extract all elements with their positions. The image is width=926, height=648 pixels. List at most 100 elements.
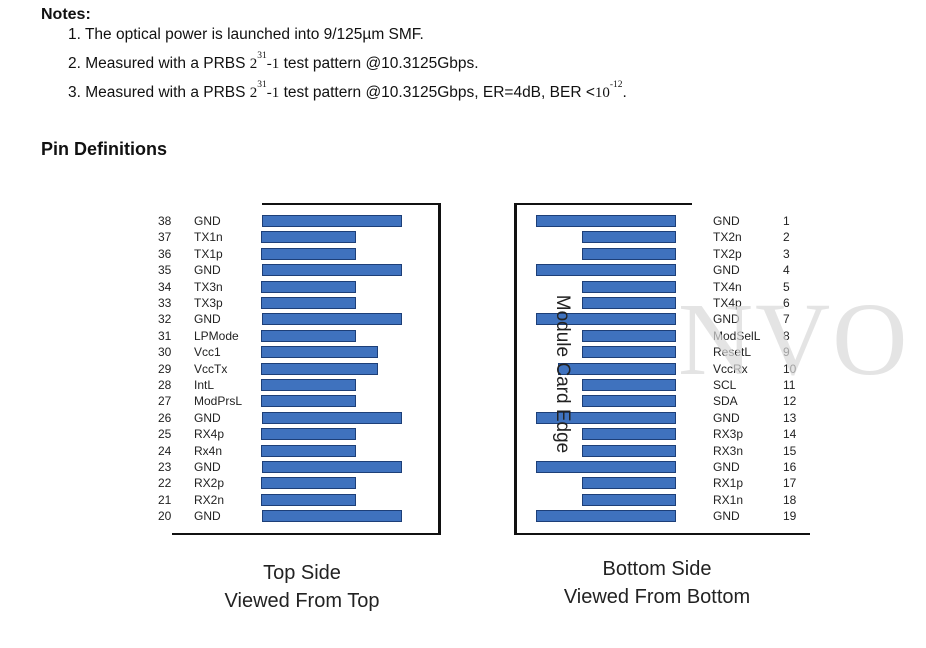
top-pin-row: 26 GND bbox=[122, 410, 442, 426]
pin-number: 28 bbox=[158, 378, 172, 392]
note-2-text-a: 2. Measured with a PRBS bbox=[68, 55, 250, 72]
pin-number: 6 bbox=[783, 296, 790, 310]
pin-name: Vcc1 bbox=[194, 345, 221, 360]
pin-name: RX3p bbox=[713, 427, 744, 442]
top-side-caption-line1: Top Side bbox=[263, 562, 341, 584]
pin-name: ModPrsL bbox=[194, 394, 243, 409]
pin-pad bbox=[261, 379, 356, 391]
bottom-pin-row: RX3n 15 bbox=[122, 443, 822, 459]
pin-pad bbox=[582, 395, 676, 408]
pin-number: 16 bbox=[783, 460, 797, 474]
pin-number: 20 bbox=[158, 509, 172, 524]
pin-pad bbox=[262, 264, 402, 277]
pin-number: 4 bbox=[783, 263, 790, 278]
pin-pad bbox=[536, 313, 676, 326]
pin-pad bbox=[582, 444, 676, 457]
pin-name: GND bbox=[713, 460, 740, 474]
note-3: 3. Measured with a PRBS 231-1 test patte… bbox=[68, 80, 627, 102]
pin-pad bbox=[582, 477, 676, 490]
bottom-pin-row: TX2n 2 bbox=[122, 229, 822, 245]
note-3-exponent: 31 bbox=[257, 80, 267, 90]
pin-name: SCL bbox=[713, 378, 737, 392]
top-side-caption: Top Side Viewed From Top bbox=[212, 559, 392, 615]
pin-name: GND bbox=[194, 214, 221, 228]
note-2-base: 2 bbox=[249, 56, 258, 72]
pin-pad bbox=[536, 264, 676, 277]
top-pin-row: 30 Vcc1 bbox=[122, 344, 442, 360]
pin-name: LPMode bbox=[194, 328, 239, 343]
pin-name: TX2n bbox=[713, 230, 742, 245]
bottom-side-caption-line2: Viewed From Bottom bbox=[563, 586, 751, 608]
pin-pad bbox=[261, 329, 356, 342]
top-pin-row: 21 RX2n bbox=[122, 492, 442, 508]
pin-name: RX2n bbox=[194, 492, 225, 507]
pin-name: SDA bbox=[713, 394, 738, 409]
note-3-text-c: test pattern @10.3125Gbps, ER=4dB, BER < bbox=[279, 84, 595, 101]
pin-name: GND bbox=[713, 509, 740, 524]
pin-diagram: 38 GND 37 TX1n 36 TX1p 35 GND 34 TX3n 33 TX3p 32 GND 3… bbox=[122, 193, 832, 613]
bottom-pin-row: GND 19 bbox=[122, 508, 822, 524]
pin-number: 32 bbox=[158, 312, 172, 327]
pin-number: 24 bbox=[158, 443, 172, 458]
pin-pad bbox=[262, 411, 402, 424]
pin-pad bbox=[582, 493, 676, 506]
pin-number: 26 bbox=[158, 410, 172, 425]
pin-pad bbox=[536, 411, 676, 424]
bottom-side-frame-top bbox=[514, 203, 692, 205]
bottom-pin-row: TX4p 6 bbox=[122, 295, 822, 311]
pin-pad bbox=[261, 280, 356, 293]
pin-pad bbox=[536, 215, 676, 227]
bottom-side-frame-left bbox=[514, 203, 517, 535]
pin-name: TX4p bbox=[713, 296, 742, 310]
pin-number: 2 bbox=[783, 230, 790, 245]
section-title: Pin Definitions bbox=[41, 139, 167, 159]
pin-pad bbox=[582, 247, 676, 260]
pin-pad bbox=[262, 215, 402, 227]
pin-pad bbox=[582, 280, 676, 293]
top-pin-row: 23 GND bbox=[122, 459, 442, 475]
bottom-pin-row: GND 4 bbox=[122, 262, 822, 278]
pin-name: GND bbox=[194, 263, 221, 278]
pin-name: VccTx bbox=[194, 361, 228, 376]
pin-number: 15 bbox=[783, 443, 797, 458]
pin-name: RX1p bbox=[713, 476, 744, 491]
bottom-pin-row: RX3p 14 bbox=[122, 426, 822, 442]
pin-pad bbox=[582, 428, 676, 441]
pin-name: RX1n bbox=[713, 492, 744, 507]
pin-pad bbox=[262, 461, 402, 473]
bottom-pin-row: RX1n 18 bbox=[122, 492, 822, 508]
pin-number: 13 bbox=[783, 410, 797, 425]
pin-pad bbox=[536, 461, 676, 473]
pin-name: TX3n bbox=[194, 279, 223, 294]
pin-name: ModSelL bbox=[713, 328, 761, 343]
pin-number: 35 bbox=[158, 263, 172, 278]
pin-number: 10 bbox=[783, 361, 797, 376]
top-pin-row: 34 TX3n bbox=[122, 279, 442, 295]
pin-number: 25 bbox=[158, 427, 172, 442]
bottom-pin-row: GND 1 bbox=[122, 213, 822, 229]
note-2-exponent: 31 bbox=[257, 51, 267, 61]
pin-pad bbox=[261, 247, 356, 260]
pin-number: 29 bbox=[158, 361, 172, 376]
pin-number: 12 bbox=[783, 394, 797, 409]
bottom-pin-row: GND 16 bbox=[122, 459, 822, 475]
pin-number: 34 bbox=[158, 279, 172, 294]
pin-name: TX2p bbox=[713, 246, 742, 261]
note-3-text-a: 3. Measured with a PRBS bbox=[68, 84, 250, 101]
pin-number: 11 bbox=[783, 378, 796, 392]
bottom-pin-row: TX2p 3 bbox=[122, 246, 822, 262]
notes-title: Notes: bbox=[41, 6, 91, 23]
pin-name: VccRx bbox=[713, 361, 748, 376]
pin-pad bbox=[262, 510, 402, 523]
top-pin-row: 36 TX1p bbox=[122, 246, 442, 262]
pin-number: 9 bbox=[783, 345, 790, 360]
bottom-pin-row: VccRx 10 bbox=[122, 361, 822, 377]
note-2: 2. Measured with a PRBS 231-1 test patte… bbox=[68, 51, 479, 73]
pin-pad bbox=[536, 510, 676, 523]
pin-number: 36 bbox=[158, 246, 172, 261]
bottom-side-caption: Bottom Side Viewed From Bottom bbox=[542, 555, 772, 611]
pin-pad bbox=[261, 477, 356, 490]
bottom-pin-row: SCL 11 bbox=[122, 377, 822, 393]
pin-number: 38 bbox=[158, 214, 172, 228]
top-pin-row: 22 RX2p bbox=[122, 475, 442, 491]
